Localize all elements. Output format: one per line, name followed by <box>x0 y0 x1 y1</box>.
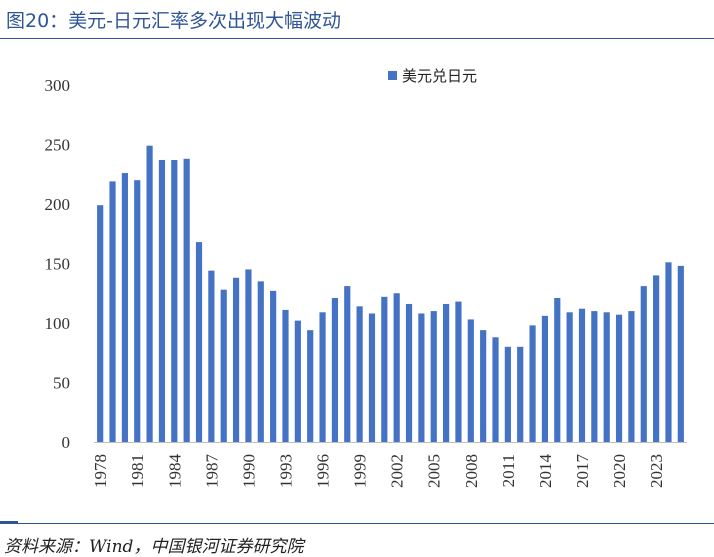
x-tick-label: 2020 <box>610 454 629 488</box>
footer-rule <box>0 523 714 524</box>
bar <box>319 312 326 442</box>
bar <box>603 312 610 442</box>
x-tick-label: 1978 <box>91 454 110 488</box>
bar <box>677 265 684 442</box>
bar <box>541 315 549 442</box>
figure-title: 图20：美元-日元汇率多次出现大幅波动 <box>6 10 342 32</box>
bar <box>356 306 363 442</box>
x-tick-label: 2017 <box>573 454 592 489</box>
bar <box>158 159 166 442</box>
x-tick-label: 2023 <box>647 454 666 488</box>
bar <box>405 303 413 442</box>
title-rule <box>0 38 714 39</box>
bar <box>578 308 586 442</box>
bar <box>529 325 536 442</box>
bar <box>294 320 301 442</box>
y-axis: 0 50 100 150 200 250 300 <box>45 76 71 452</box>
bar <box>232 277 240 442</box>
bar <box>615 314 623 442</box>
bar <box>640 286 647 442</box>
bar <box>307 330 314 442</box>
x-tick-label: 1987 <box>202 454 221 489</box>
bar <box>467 319 474 442</box>
bar <box>331 298 338 442</box>
bar <box>97 205 104 442</box>
bar <box>504 346 511 442</box>
bar <box>665 262 672 442</box>
bar <box>134 180 141 442</box>
bar <box>171 159 178 442</box>
legend: 美元兑日元 <box>388 67 477 85</box>
bar <box>554 298 561 442</box>
y-tick-label: 200 <box>45 195 71 214</box>
bar <box>109 181 116 442</box>
bar <box>282 309 289 442</box>
bar <box>208 270 215 442</box>
x-tick-label: 2005 <box>425 454 444 488</box>
bar <box>368 313 376 442</box>
bar <box>257 281 264 442</box>
bar <box>220 289 227 442</box>
bar <box>245 269 252 442</box>
footer-rule-mark <box>0 521 18 524</box>
bar <box>628 311 635 442</box>
x-axis: 1978 1981 1984 1987 1990 1993 1996 1999 2002 2005… <box>91 454 666 489</box>
y-tick-label: 50 <box>53 374 70 393</box>
y-tick-label: 0 <box>62 433 71 452</box>
y-tick-label: 150 <box>45 255 71 274</box>
x-tick-label: 1990 <box>239 454 258 488</box>
bar <box>566 312 573 442</box>
bar <box>195 242 203 442</box>
x-tick-label: 2011 <box>499 454 518 487</box>
x-tick-label: 1996 <box>314 454 333 488</box>
y-tick-label: 100 <box>45 314 71 333</box>
bar <box>591 311 598 442</box>
bar-series <box>97 145 684 442</box>
y-tick-label: 300 <box>45 76 71 95</box>
legend-label: 美元兑日元 <box>402 67 477 85</box>
bar <box>344 286 351 442</box>
bar <box>492 337 499 442</box>
bar <box>121 173 128 442</box>
bar <box>183 158 190 442</box>
bar <box>146 145 153 442</box>
bar <box>430 311 437 442</box>
x-tick-label: 2002 <box>388 454 407 488</box>
bar <box>270 290 277 442</box>
x-tick-label: 1981 <box>128 454 147 488</box>
bar <box>517 346 524 442</box>
y-tick-label: 250 <box>45 136 71 155</box>
x-tick-label: 2008 <box>462 454 481 488</box>
x-tick-label: 2014 <box>536 454 555 489</box>
bar <box>381 296 388 442</box>
bar <box>443 303 450 442</box>
bar <box>455 301 462 442</box>
bar <box>393 293 400 442</box>
x-tick-label: 1993 <box>276 454 295 488</box>
x-tick-label: 1984 <box>165 454 184 489</box>
x-tick-label: 1999 <box>351 454 370 488</box>
legend-swatch <box>388 71 397 80</box>
bar <box>480 330 487 442</box>
bar <box>653 275 660 442</box>
source-note: 资料来源：Wind，中国银河证券研究院 <box>4 537 304 557</box>
bar <box>418 313 425 442</box>
